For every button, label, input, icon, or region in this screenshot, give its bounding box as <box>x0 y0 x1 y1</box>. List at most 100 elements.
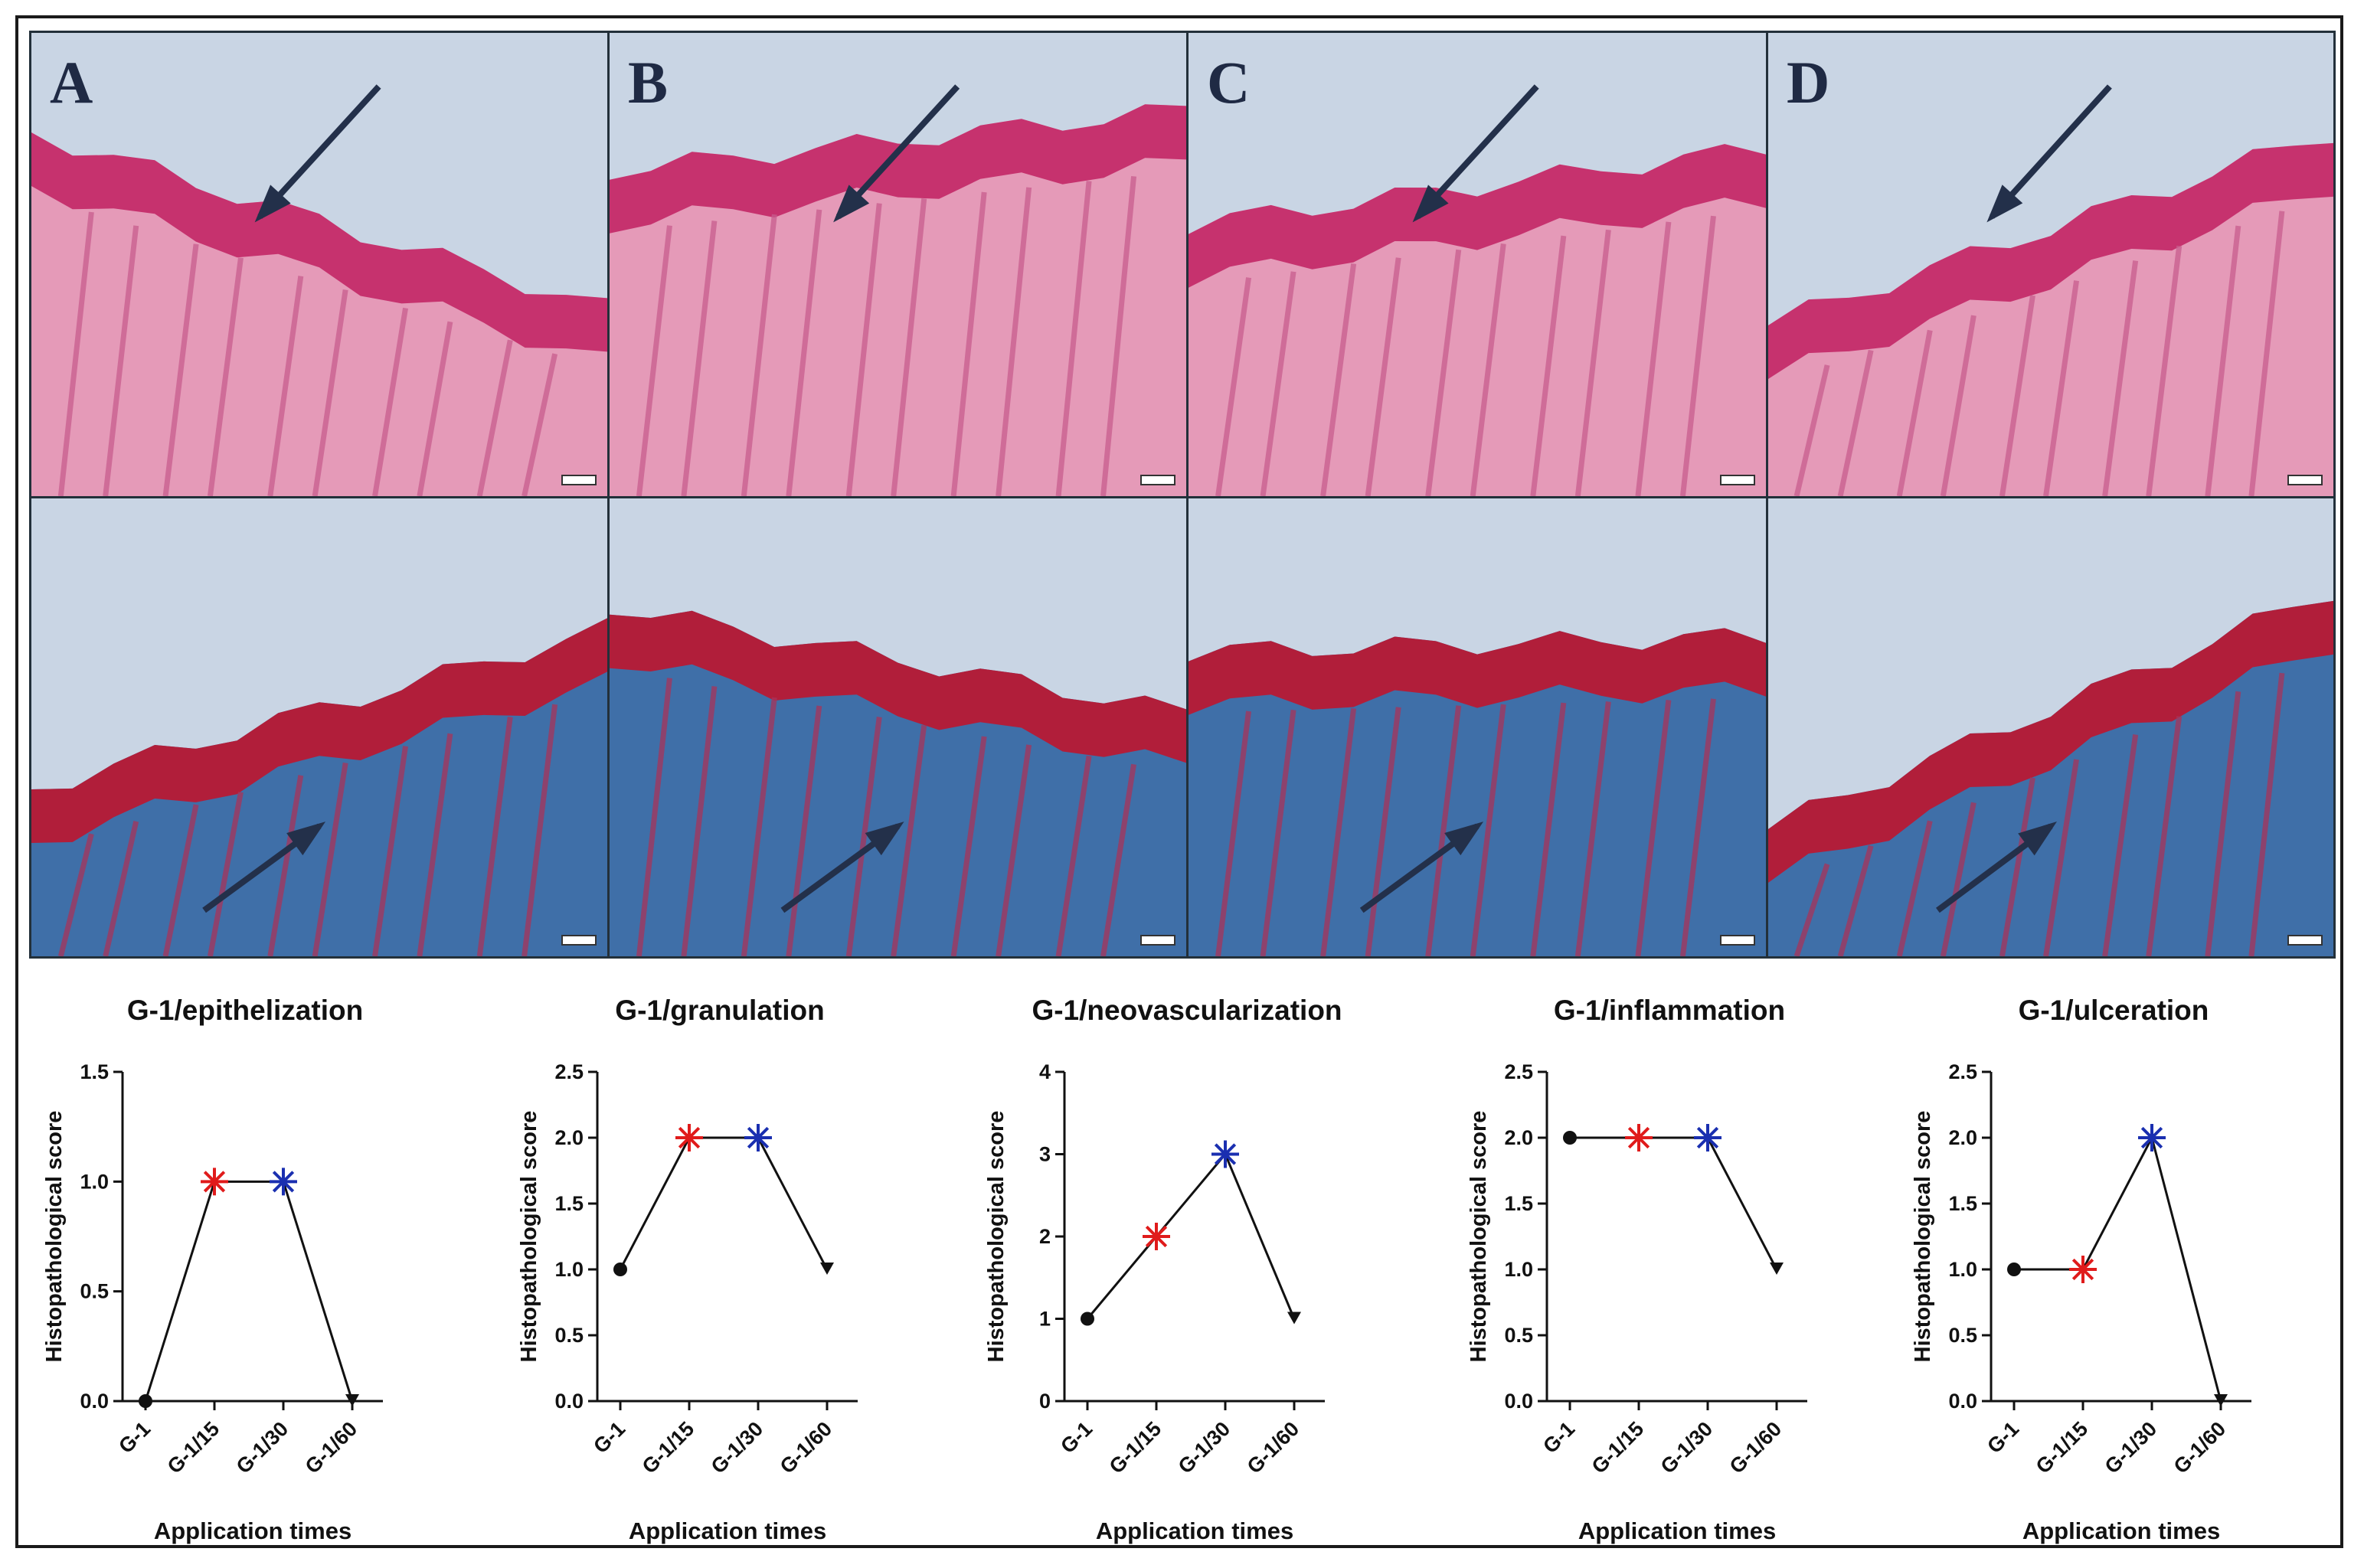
x-tick-label: G-1/30 <box>1174 1417 1235 1478</box>
arrow-icon <box>833 185 870 223</box>
tissue-image <box>610 498 1186 956</box>
x-tick-label: G-1/30 <box>1656 1417 1718 1478</box>
y-tick-label: 1.5 <box>1504 1192 1533 1215</box>
chart-title: G-1/inflammation <box>1554 995 1785 1026</box>
x-axis-label: Application times <box>1578 1517 1776 1544</box>
y-tick-label: 2.5 <box>1948 1060 1977 1083</box>
y-tick-label: 4 <box>1039 1060 1051 1083</box>
chart-title: G-1/neovascularization <box>1032 995 1342 1026</box>
data-point-triangle <box>820 1263 834 1275</box>
tissue-image <box>31 33 607 496</box>
y-tick-label: 0.5 <box>1504 1324 1533 1347</box>
y-tick-label: 1.0 <box>80 1170 109 1193</box>
y-tick-label: 1.0 <box>1504 1258 1533 1281</box>
micrograph-panel <box>1768 498 2333 956</box>
data-point-star-blue <box>744 1124 772 1152</box>
tissue-image <box>610 33 1186 496</box>
tissue-image <box>1189 33 1766 496</box>
panel-label: D <box>1787 49 1830 116</box>
micrograph-panel <box>610 498 1186 956</box>
y-tick-label: 0.5 <box>1948 1324 1977 1347</box>
x-tick-label: G-1 <box>1538 1417 1579 1458</box>
data-point-star-red <box>201 1168 228 1196</box>
tissue-image <box>1189 498 1766 956</box>
tissue-image <box>1768 498 2333 956</box>
y-tick-label: 0.5 <box>554 1324 584 1347</box>
y-tick-label: 1.5 <box>554 1192 584 1215</box>
y-tick-label: 3 <box>1039 1143 1051 1166</box>
panel-label: B <box>628 49 669 116</box>
x-tick-label: G-1/30 <box>707 1417 768 1478</box>
scale-bar <box>1720 935 1755 946</box>
y-tick-label: 2.5 <box>554 1060 584 1083</box>
data-point-triangle <box>1287 1312 1301 1325</box>
x-tick-label: G-1/60 <box>1243 1417 1304 1478</box>
y-tick-label: 1.0 <box>1948 1258 1977 1281</box>
x-tick-label: G-1/15 <box>1587 1417 1649 1478</box>
x-tick-label: G-1/60 <box>301 1417 362 1478</box>
series-line <box>2014 1134 2222 1402</box>
x-axis-label: Application times <box>1096 1517 1293 1544</box>
x-tick-label: G-1 <box>1056 1417 1097 1458</box>
arrow-icon <box>1444 822 1484 856</box>
data-point-dot <box>1081 1312 1094 1326</box>
y-tick-label: 1.5 <box>80 1060 109 1083</box>
x-tick-label: G-1/15 <box>2032 1417 2093 1478</box>
x-axis-label: Application times <box>2022 1517 2220 1544</box>
data-point-triangle <box>2214 1394 2228 1406</box>
data-point-star-blue <box>270 1168 297 1196</box>
data-point-star-blue <box>2138 1124 2166 1152</box>
y-tick-label: 1.5 <box>1948 1192 1977 1215</box>
x-tick-label: G-1/60 <box>2169 1417 2231 1478</box>
scale-bar <box>2287 475 2323 485</box>
panel-label: C <box>1207 49 1251 116</box>
micrograph-grid: A B C D <box>29 31 2336 959</box>
data-point-star-red <box>1143 1223 1170 1250</box>
x-tick-label: G-1/30 <box>2101 1417 2162 1478</box>
data-point-star-red <box>675 1124 703 1152</box>
x-tick-label: G-1/15 <box>163 1417 224 1478</box>
x-axis-label: Application times <box>154 1517 351 1544</box>
micrograph-panel: A <box>31 33 607 496</box>
score-chart: G-1/epithelization Histopathological scor… <box>23 988 482 1554</box>
data-point-dot <box>2007 1263 2021 1276</box>
x-tick-label: G-1/30 <box>232 1417 293 1478</box>
y-tick-label: 1 <box>1039 1308 1051 1331</box>
scale-bar <box>2287 935 2323 946</box>
series-line <box>619 1136 829 1270</box>
y-tick-label: 1.0 <box>554 1258 584 1281</box>
y-tick-label: 0.5 <box>80 1280 109 1303</box>
y-tick-label: 0 <box>1039 1390 1051 1413</box>
y-tick-label: 2.0 <box>554 1126 584 1149</box>
arrow-icon <box>865 822 904 856</box>
series-line <box>1570 1136 1778 1270</box>
y-axis-label: Histopathological score <box>1911 1111 1935 1363</box>
y-tick-label: 0.0 <box>1504 1390 1533 1413</box>
series-line <box>144 1180 354 1402</box>
x-tick-label: G-1/60 <box>776 1417 837 1478</box>
x-tick-label: G-1/60 <box>1725 1417 1787 1478</box>
x-tick-label: G-1 <box>589 1417 629 1458</box>
micrograph-panel <box>1189 498 1766 956</box>
chart-title: G-1/epithelization <box>127 995 363 1026</box>
panel-label: A <box>50 49 93 116</box>
data-point-star-red <box>1625 1124 1653 1152</box>
chart-title: G-1/ulceration <box>2019 995 2209 1026</box>
micrograph-panel: B <box>610 33 1186 496</box>
data-point-dot <box>139 1394 152 1408</box>
y-axis-label: Histopathological score <box>984 1111 1009 1363</box>
y-tick-label: 2.5 <box>1504 1060 1533 1083</box>
chart-title: G-1/granulation <box>615 995 824 1026</box>
data-point-star-blue <box>1694 1124 1722 1152</box>
arrow-icon <box>1412 185 1449 223</box>
scale-bar <box>561 475 597 485</box>
score-chart: G-1/granulation Histopathological score 0.… <box>498 988 957 1554</box>
scale-bar <box>1720 475 1755 485</box>
micrograph-panel: D <box>1768 33 2333 496</box>
score-chart: G-1/inflammation Histopathological score 0… <box>1447 988 1907 1554</box>
scale-bar <box>561 935 597 946</box>
data-point-triangle <box>345 1394 359 1406</box>
score-chart: G-1/neovascularization Histopathological … <box>965 988 1424 1554</box>
scale-bar <box>1140 475 1175 485</box>
series-line <box>1086 1152 1296 1320</box>
